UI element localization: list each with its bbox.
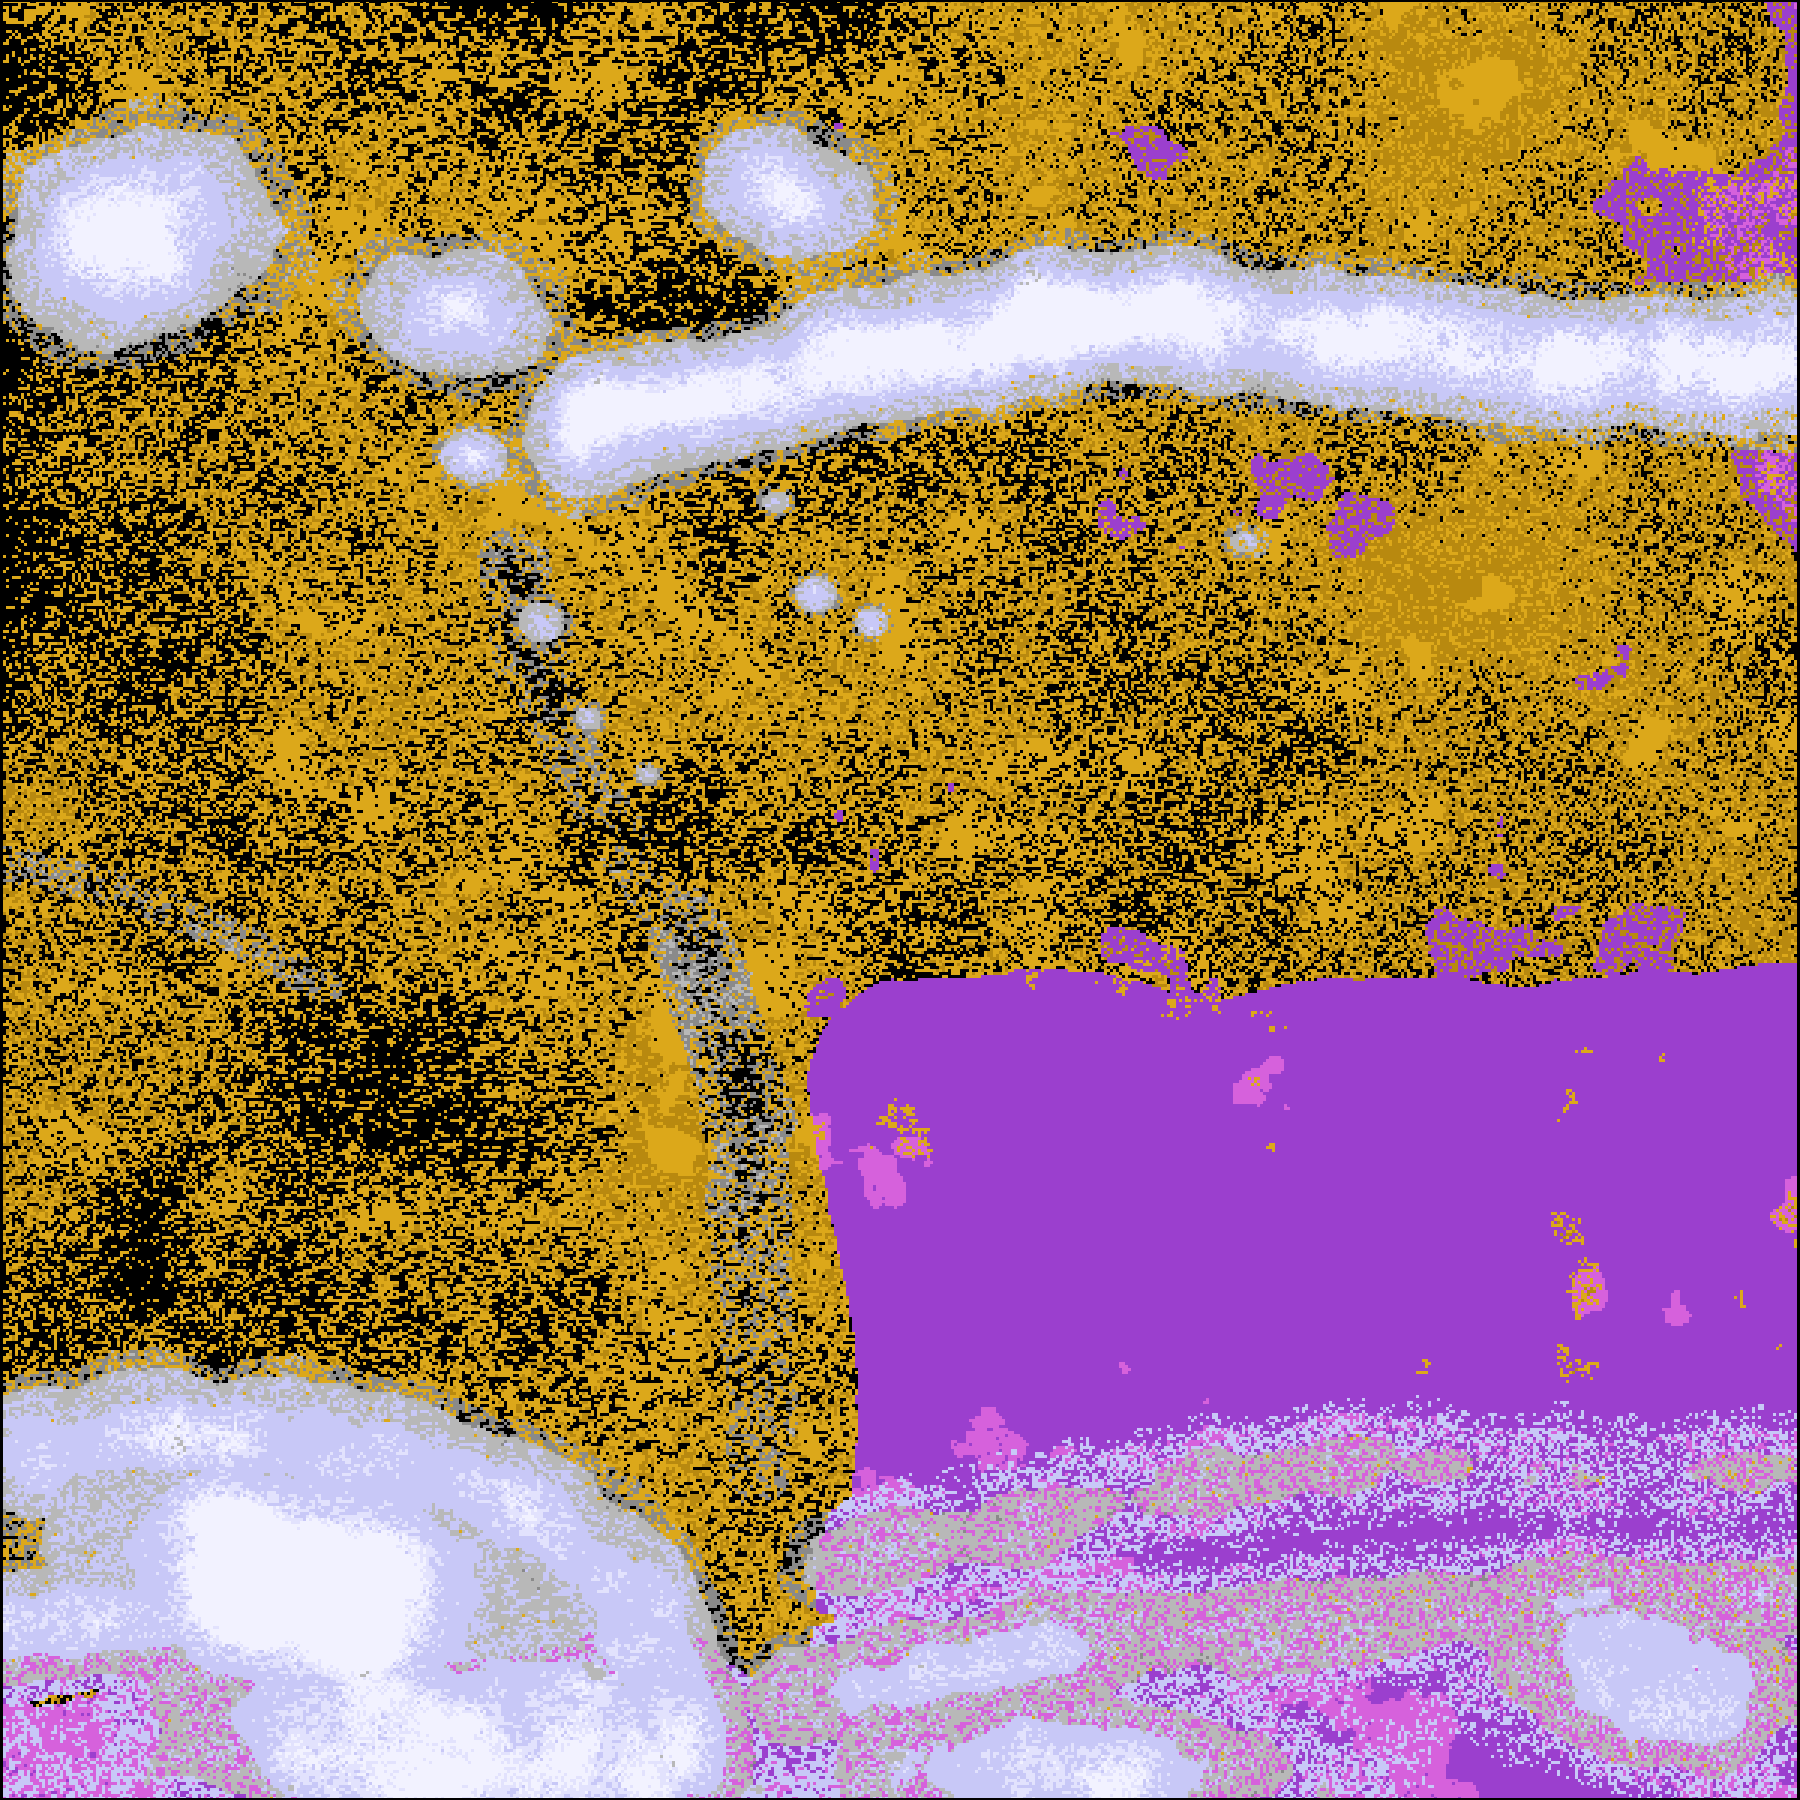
satellite-image-viewport: False-color posterized satellite view of… xyxy=(0,0,1800,1800)
satellite-raster-canvas xyxy=(0,0,1800,1800)
